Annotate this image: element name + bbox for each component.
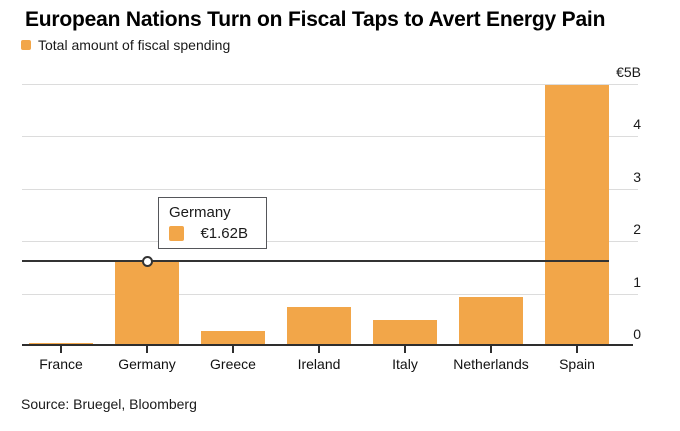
x-axis-tick-germany	[146, 346, 148, 353]
y-axis-label-0: 0	[633, 326, 641, 342]
x-axis-label-italy: Italy	[392, 356, 418, 372]
highlight-marker-icon[interactable]	[141, 255, 153, 267]
x-axis-label-germany: Germany	[118, 356, 176, 372]
x-axis-label-ireland: Ireland	[297, 356, 341, 372]
x-axis-line	[22, 344, 633, 346]
x-axis-tick-italy	[404, 346, 406, 353]
gridline-1	[22, 294, 638, 295]
bar-greece[interactable]	[201, 331, 265, 346]
x-axis-tick-france	[60, 346, 62, 353]
tooltip-swatch-icon	[169, 226, 184, 241]
legend: Total amount of fiscal spending	[21, 37, 231, 53]
x-axis-label-spain: Spain	[559, 356, 595, 372]
bar-ireland[interactable]	[287, 307, 351, 346]
tooltip-value: €1.62B	[200, 225, 248, 242]
y-axis-label-5: €5B	[616, 64, 641, 80]
bar-netherlands[interactable]	[459, 297, 523, 346]
tooltip: Germany €1.62B	[158, 197, 267, 249]
x-axis-label-france: France	[39, 356, 83, 372]
tooltip-category: Germany	[169, 204, 231, 221]
bar-italy[interactable]	[373, 320, 437, 346]
crosshair-line	[22, 260, 609, 262]
y-axis-label-1: 1	[633, 274, 641, 290]
x-axis-tick-greece	[232, 346, 234, 353]
gridline-5	[22, 84, 638, 85]
gridline-4	[22, 136, 638, 137]
x-axis-tick-netherlands	[490, 346, 492, 353]
tooltip-value-row: €1.62B	[169, 225, 248, 242]
x-axis-label-netherlands: Netherlands	[453, 356, 529, 372]
y-axis-label-3: 3	[633, 169, 641, 185]
x-axis-label-greece: Greece	[210, 356, 256, 372]
bar-germany[interactable]	[115, 261, 179, 346]
y-axis-label-2: 2	[633, 221, 641, 237]
gridline-2	[22, 241, 638, 242]
bar-spain[interactable]	[545, 85, 609, 346]
legend-swatch-icon	[21, 40, 31, 50]
y-axis-label-4: 4	[633, 116, 641, 132]
legend-label: Total amount of fiscal spending	[38, 37, 231, 53]
chart-title: European Nations Turn on Fiscal Taps to …	[25, 8, 606, 31]
x-axis-tick-ireland	[318, 346, 320, 353]
x-axis-tick-spain	[576, 346, 578, 353]
source-note: Source: Bruegel, Bloomberg	[21, 396, 197, 412]
gridline-3	[22, 189, 638, 190]
